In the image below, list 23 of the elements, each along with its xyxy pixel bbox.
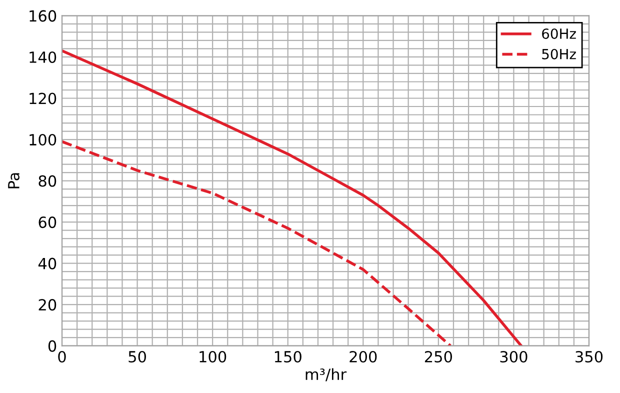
y-axis-title: Pa bbox=[8, 173, 20, 188]
y-tick-label: 40 bbox=[38, 258, 56, 270]
x-tick-label: 0 bbox=[58, 350, 66, 363]
x-tick-label: 50 bbox=[128, 350, 146, 363]
y-tick-label: 120 bbox=[30, 92, 56, 104]
legend-label: 50Hz bbox=[542, 48, 576, 60]
line-series bbox=[62, 49, 523, 346]
x-tick-label: 100 bbox=[200, 350, 226, 363]
y-tick-label: 80 bbox=[38, 175, 56, 187]
y-tick-label: 60 bbox=[38, 216, 56, 228]
x-tick-label: 300 bbox=[500, 350, 528, 363]
x-tick-label: 200 bbox=[350, 350, 377, 363]
y-tick-label: 140 bbox=[30, 51, 56, 64]
y-tick-label: 100 bbox=[30, 134, 56, 146]
x-axis-title: m³/hr bbox=[306, 368, 347, 382]
x-tick-label: 150 bbox=[274, 350, 302, 363]
legend-label: 60Hz bbox=[542, 28, 576, 39]
y-tick-label: 0 bbox=[48, 340, 56, 352]
x-tick-label: 250 bbox=[424, 350, 452, 363]
x-tick-label: 350 bbox=[576, 350, 603, 363]
line-series bbox=[62, 140, 452, 346]
y-tick-label: 160 bbox=[30, 10, 56, 22]
y-tick-label: 20 bbox=[38, 299, 56, 311]
